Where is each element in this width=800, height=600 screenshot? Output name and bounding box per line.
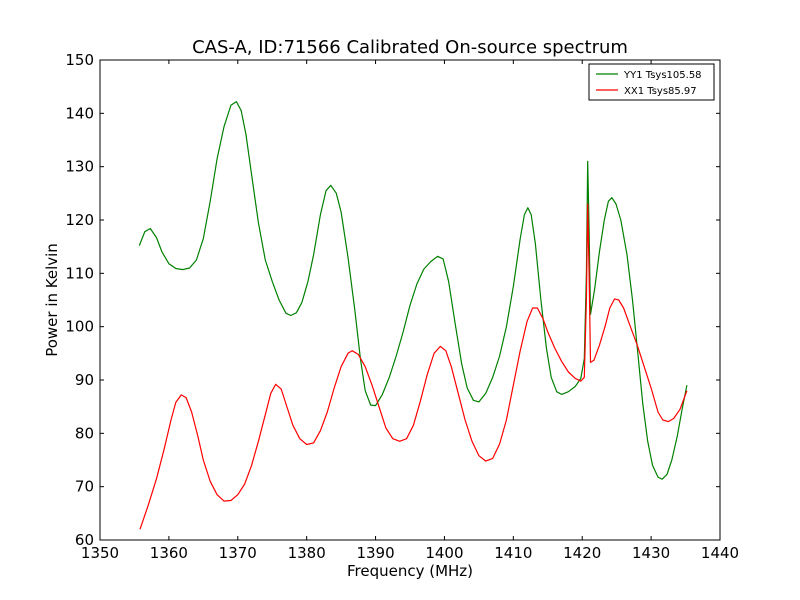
y-tick-label: 80: [75, 424, 94, 442]
y-tick-label: 140: [65, 104, 94, 122]
chart-title: CAS-A, ID:71566 Calibrated On-source spe…: [192, 37, 628, 58]
x-tick-label: 1410: [494, 544, 532, 562]
y-tick-label: 150: [65, 51, 94, 69]
x-tick-label: 1370: [219, 544, 257, 562]
legend-label-yy1: YY1 Tsys105.58: [623, 70, 702, 81]
x-tick-label: 1400: [425, 544, 463, 562]
y-tick-label: 110: [65, 264, 94, 282]
y-axis-label: Power in Kelvin: [43, 243, 61, 357]
y-tick-label: 130: [65, 158, 94, 176]
x-axis-label: Frequency (MHz): [347, 562, 473, 580]
y-tick-label: 70: [75, 478, 94, 496]
chart-figure: CAS-A, ID:71566 Calibrated On-source spe…: [0, 0, 800, 600]
legend: YY1 Tsys105.58 XX1 Tsys85.97: [589, 64, 714, 100]
y-tick-label: 60: [75, 531, 94, 549]
x-tick-label: 1360: [150, 544, 188, 562]
y-tick-label: 90: [75, 371, 94, 389]
x-tick-label: 1440: [701, 544, 739, 562]
y-tick-label: 120: [65, 211, 94, 229]
legend-label-xx1: XX1 Tsys85.97: [624, 86, 697, 97]
x-tick-label: 1380: [288, 544, 326, 562]
x-tick-label: 1420: [563, 544, 601, 562]
x-tick-label: 1430: [632, 544, 670, 562]
y-tick-label: 100: [65, 318, 94, 336]
x-tick-label: 1390: [356, 544, 394, 562]
